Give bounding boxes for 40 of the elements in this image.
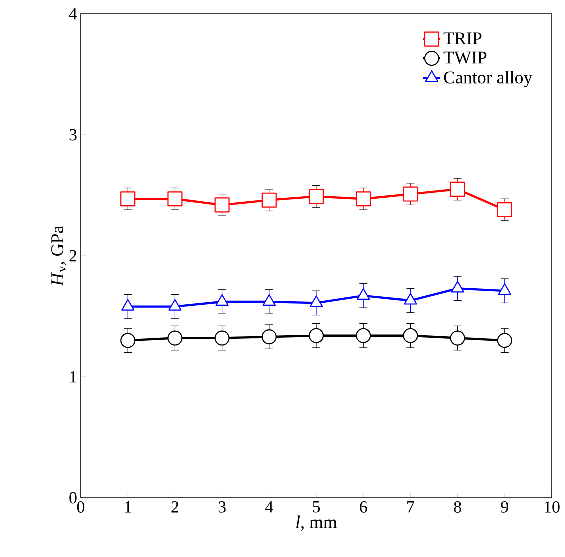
point [450,330,466,346]
point [262,192,277,208]
legend-label: Cantor alloy [444,71,533,88]
point [450,182,466,197]
point [308,328,324,344]
point [497,202,512,218]
x-tick-label: 9 [501,502,508,513]
x-tick-label: 7 [408,502,414,513]
point [214,330,230,346]
x-tick-label: 10 [545,502,560,513]
point [120,333,136,348]
x-axis-title: l, mm [296,516,338,532]
point [356,328,372,344]
legend-label: TRIP [444,32,482,44]
point [168,192,183,207]
x-tick-label: 1 [125,502,132,513]
legend-label: TWIP [444,52,487,64]
x-tick-label: 4 [265,502,274,513]
point [120,192,136,207]
point [356,192,372,207]
y-tick-label: 2 [70,250,77,262]
y-tick-label: 3 [70,129,77,141]
x-tick-label: 6 [360,502,368,513]
y-axis-title: H$_{v}$, GPa [52,226,66,286]
point [214,198,230,213]
x-tick-label: 8 [454,502,462,513]
y-tick-label: 4 [69,8,78,20]
point [403,328,418,344]
y-tick-label: 0 [70,492,77,504]
point [498,284,512,296]
point [262,330,277,345]
x-tick-label: 2 [172,502,178,513]
x-tick-label: 5 [313,502,320,513]
point [403,186,418,202]
x-tick-label: 3 [218,502,226,513]
y-tick-label: 1 [70,371,76,383]
point [308,189,324,204]
x-tick-label: 0 [77,502,85,513]
point [497,333,512,348]
point [168,330,183,346]
